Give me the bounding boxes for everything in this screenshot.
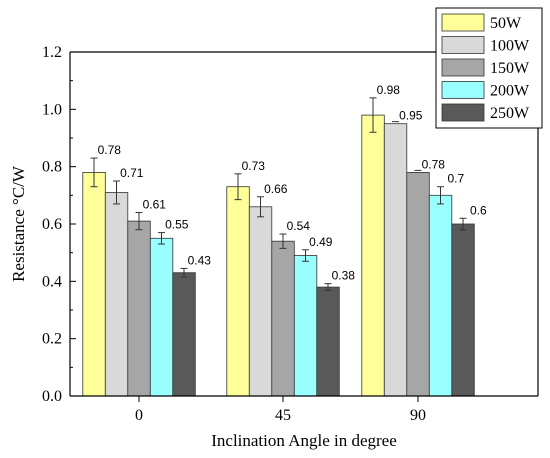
bars-layer	[82, 97, 475, 397]
legend-label-50W: 50W	[490, 15, 522, 32]
bar-250W-45	[316, 286, 340, 397]
legend-label-250W: 250W	[490, 105, 530, 122]
y-tick-label-0.4: 0.4	[42, 273, 62, 290]
legend: 50W 100W 150W 200W 250W	[435, 7, 543, 129]
y-tick-label-0.6: 0.6	[42, 216, 62, 233]
legend-label-200W: 200W	[490, 83, 530, 100]
x-tick-label-0: 0	[135, 407, 143, 424]
data-label-250W-45: 0.38	[332, 269, 356, 283]
legend-swatch-200W	[441, 81, 485, 99]
legend-label-100W: 100W	[490, 38, 530, 55]
legend-swatch-100W	[441, 36, 485, 54]
data-label-150W-90: 0.78	[422, 157, 446, 171]
bar-50W-45	[226, 186, 250, 397]
data-label-100W-45: 0.66	[264, 182, 288, 196]
bar-200W-45	[293, 255, 318, 397]
x-axis-title: Inclination Angle in degree	[211, 431, 397, 450]
legend-label-150W: 150W	[490, 60, 530, 77]
bar-50W-90	[361, 114, 385, 397]
bar-250W-0	[172, 272, 196, 397]
bar-100W-90	[383, 123, 408, 397]
bar-150W-90	[406, 171, 430, 397]
legend-swatch-50W	[441, 13, 485, 32]
y-tick-label-0.2: 0.2	[42, 331, 62, 348]
legend-swatch-250W	[441, 103, 485, 122]
data-label-150W-0: 0.61	[143, 198, 167, 212]
bar-150W-0	[127, 220, 151, 397]
data-label-100W-90: 0.95	[399, 109, 423, 123]
data-label-250W-90: 0.6	[470, 203, 487, 217]
data-label-50W-90: 0.98	[377, 83, 401, 97]
data-label-150W-45: 0.54	[287, 219, 311, 233]
bar-100W-0	[104, 192, 129, 397]
y-tick-label-1.2: 1.2	[42, 44, 62, 61]
y-tick-label-1.0: 1.0	[42, 101, 62, 118]
data-label-200W-45: 0.49	[309, 235, 333, 249]
x-tick-label-90: 90	[410, 407, 426, 424]
x-tick-label-45: 45	[275, 407, 291, 424]
data-label-50W-45: 0.73	[242, 159, 266, 173]
bar-100W-45	[248, 206, 273, 397]
data-label-200W-0: 0.55	[165, 218, 189, 232]
bar-250W-90	[451, 223, 475, 397]
y-axis-title: Resistance °C/W	[9, 165, 28, 282]
bar-200W-0	[149, 237, 174, 397]
data-label-250W-0: 0.43	[188, 253, 212, 267]
data-label-100W-0: 0.71	[120, 166, 144, 180]
data-label-50W-0: 0.78	[98, 143, 122, 157]
bar-200W-90	[428, 194, 453, 397]
bar-50W-0	[82, 171, 106, 397]
bar-150W-45	[271, 240, 295, 397]
y-tick-label-0.8: 0.8	[42, 159, 62, 176]
data-labels-layer: 0.78 0.71 0.61 0.55 0.43 0.73 0.66 0.54 0.49 0.38…	[98, 83, 487, 283]
y-tick-label-0.0: 0.0	[42, 388, 62, 405]
legend-swatch-150W	[441, 58, 485, 77]
data-label-200W-90: 0.7	[447, 172, 464, 186]
